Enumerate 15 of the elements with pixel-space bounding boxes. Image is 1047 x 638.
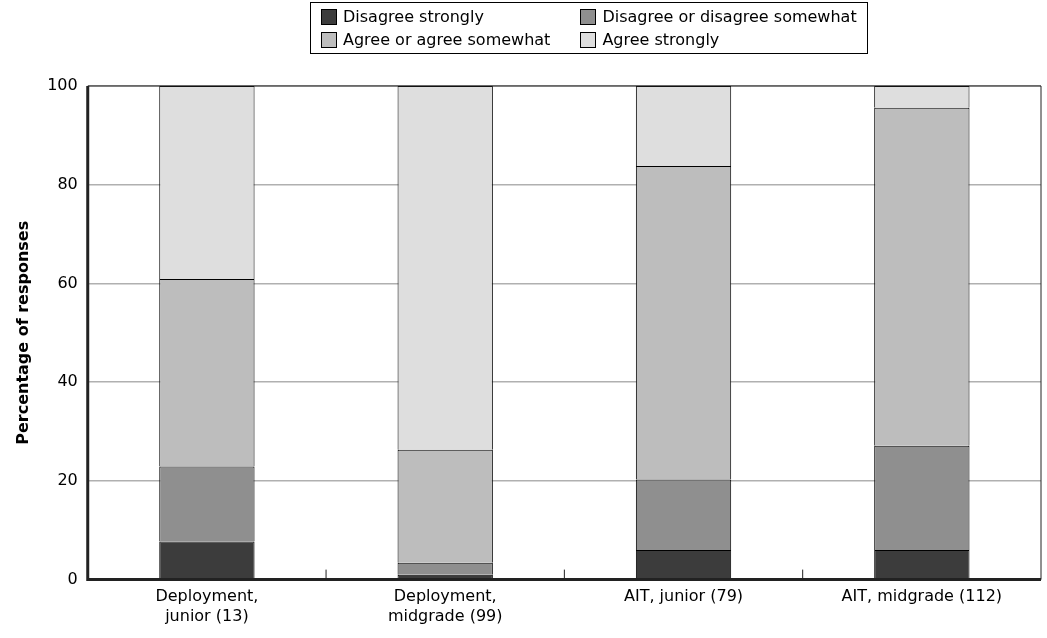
- legend-label: Disagree strongly: [343, 7, 484, 26]
- y-tick-label: 60: [57, 272, 78, 292]
- x-tick-label: Deployment, midgrade (99): [387, 586, 503, 625]
- y-tick-label: 40: [57, 371, 78, 391]
- legend-label: Disagree or disagree somewhat: [602, 7, 857, 26]
- y-tick-label: 100: [47, 75, 78, 95]
- legend-label: Agree or agree somewhat: [343, 30, 551, 49]
- y-tick-label: 20: [57, 470, 78, 490]
- x-tick-label: AIT, junior (79): [623, 586, 744, 606]
- y-tick-label: 80: [57, 173, 78, 193]
- y-axis-title: Percentage of responses: [12, 220, 32, 445]
- y-tick-label: 0: [67, 568, 78, 588]
- legend-label: Agree strongly: [602, 30, 720, 49]
- x-tick-label: Deployment, junior (13): [155, 586, 259, 625]
- x-tick-label: AIT, midgrade (112): [841, 586, 1003, 606]
